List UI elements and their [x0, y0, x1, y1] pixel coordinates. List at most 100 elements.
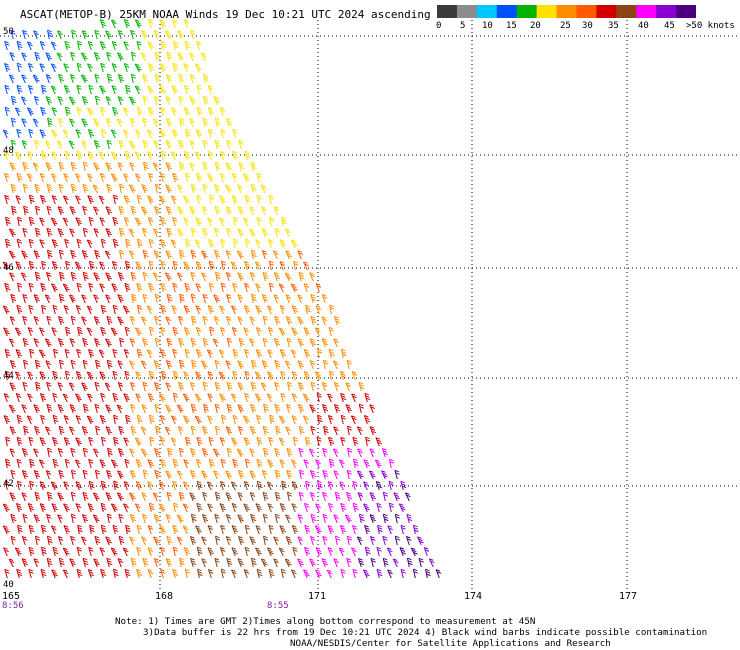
wind-barb	[304, 436, 311, 447]
wind-barb	[44, 294, 51, 304]
wind-barb	[322, 447, 328, 458]
wind-barb	[190, 183, 197, 194]
wind-barb	[209, 326, 215, 337]
wind-barb	[8, 74, 15, 84]
wind-barb	[45, 470, 52, 480]
wind-barb	[99, 547, 105, 557]
wind-barb	[196, 106, 203, 117]
wind-barb	[237, 294, 243, 304]
wind-barb	[129, 118, 136, 128]
wind-barb	[112, 238, 119, 249]
wind-barb	[189, 162, 195, 172]
wind-barb	[111, 63, 118, 73]
wind-barb	[236, 448, 244, 458]
wind-barb	[297, 404, 305, 414]
wind-barb	[70, 161, 77, 172]
wind-barb	[147, 217, 154, 227]
wind-barb	[47, 117, 53, 128]
wind-barb	[400, 524, 406, 535]
wind-barb	[88, 546, 94, 557]
wind-barb	[112, 348, 118, 359]
wind-barb	[142, 249, 149, 260]
wind-barb	[119, 183, 125, 194]
wind-barb	[63, 481, 69, 491]
wind-barb	[141, 404, 147, 414]
wind-barb	[225, 162, 232, 172]
wind-barb	[141, 536, 147, 546]
wind-barb	[118, 139, 125, 150]
wind-barb	[70, 535, 76, 546]
wind-barb	[153, 360, 161, 370]
wind-barb	[34, 491, 41, 502]
wind-barb	[4, 480, 11, 491]
wind-barb	[333, 338, 339, 348]
wind-barb	[310, 425, 316, 436]
wind-barb	[52, 458, 59, 469]
wind-barb	[34, 51, 41, 62]
wind-barb	[9, 360, 17, 370]
wind-barb	[154, 337, 161, 348]
wind-barb	[86, 305, 93, 315]
wind-barb	[93, 448, 99, 458]
wind-barb	[62, 547, 70, 557]
wind-barb	[352, 525, 358, 535]
wind-barb	[185, 238, 191, 249]
wind-barb	[27, 85, 34, 95]
wind-barb	[261, 294, 269, 304]
colorbar-label: 25	[560, 21, 571, 31]
wind-barb	[215, 535, 221, 546]
wind-barb	[219, 547, 226, 557]
wind-barb	[364, 392, 371, 403]
wind-barb	[76, 238, 82, 249]
wind-barb	[351, 371, 358, 381]
wind-barb	[220, 458, 226, 469]
wind-barb	[14, 327, 22, 337]
wind-barb	[262, 425, 269, 436]
wind-barb	[284, 272, 292, 282]
wind-barb	[65, 150, 71, 161]
wind-barb	[208, 458, 215, 469]
wind-barb	[201, 250, 208, 260]
wind-barb	[220, 524, 226, 535]
wind-barb	[166, 51, 173, 62]
wind-barb	[125, 524, 131, 535]
wind-barb	[172, 458, 179, 469]
wind-barb	[9, 448, 15, 458]
wind-barb	[46, 249, 53, 260]
wind-barb	[182, 195, 190, 205]
wind-barb	[122, 107, 129, 117]
wind-barb	[165, 96, 172, 106]
wind-barb	[219, 151, 226, 161]
wind-barb	[34, 227, 41, 238]
wind-barb	[177, 426, 184, 436]
wind-barb	[106, 73, 113, 84]
wind-barb	[134, 503, 141, 513]
wind-barb	[196, 546, 203, 557]
wind-barb	[39, 371, 46, 381]
wind-barb	[155, 183, 161, 194]
wind-barb	[202, 381, 208, 392]
wind-barb	[123, 173, 129, 183]
wind-barb	[75, 217, 82, 227]
wind-barb	[172, 18, 178, 29]
wind-barb	[207, 371, 214, 381]
wind-barb	[149, 326, 155, 337]
wind-barb	[406, 557, 413, 568]
wind-barb	[51, 129, 58, 139]
wind-barb	[10, 293, 17, 304]
wind-barb	[57, 382, 63, 392]
wind-barb	[214, 359, 220, 370]
wind-barb	[137, 304, 143, 315]
wind-barb	[263, 535, 269, 546]
wind-barb	[208, 436, 214, 447]
wind-barb	[46, 227, 53, 238]
wind-barb	[280, 568, 286, 579]
lon-label: 168	[155, 591, 174, 602]
wind-barb	[136, 194, 143, 205]
wind-barb	[340, 392, 347, 403]
wind-barb	[4, 106, 10, 117]
wind-barb	[161, 370, 167, 381]
wind-barb	[182, 525, 189, 535]
wind-barb	[129, 338, 136, 348]
wind-barb	[280, 370, 286, 381]
